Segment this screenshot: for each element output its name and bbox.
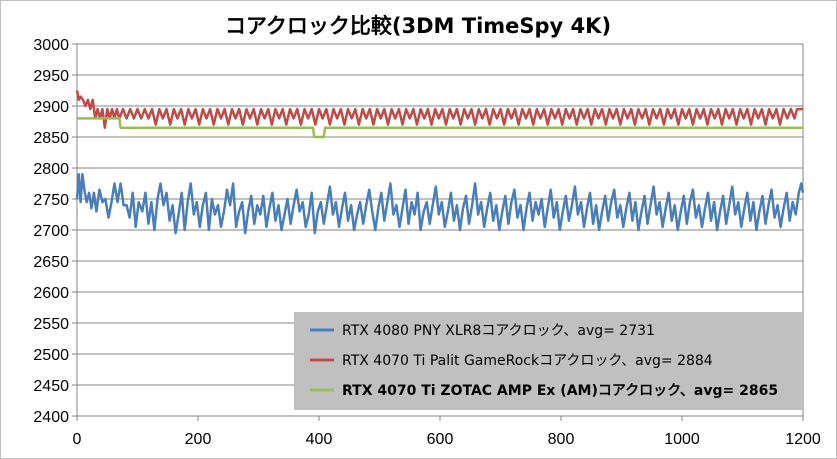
y-tick-label: 2750 [33, 192, 69, 209]
legend-label: RTX 4080 PNY XLR8コアクロック、avg= 2731 [342, 323, 655, 339]
legend-items: RTX 4080 PNY XLR8コアクロック、avg= 2731 RTX 407… [310, 323, 778, 399]
y-tick-label: 2900 [33, 99, 69, 116]
y-tick-label: 2700 [33, 223, 69, 240]
y-tick-label: 2600 [33, 285, 69, 302]
x-tick-label: 600 [427, 431, 454, 448]
x-tick-label: 800 [548, 431, 575, 448]
series-line [75, 172, 805, 235]
y-tick-label: 2400 [33, 409, 69, 426]
x-tick-label: 200 [185, 431, 212, 448]
legend-background [294, 312, 804, 410]
chart-title: コアクロック比較(3DM TimeSpy 4K) [225, 14, 611, 38]
x-tick-label: 400 [306, 431, 333, 448]
x-tick-label: 0 [73, 431, 82, 448]
y-tick-label: 2650 [33, 254, 69, 271]
y-tick-label: 2950 [33, 68, 69, 85]
y-tick-label: 2450 [33, 378, 69, 395]
legend: RTX 4080 PNY XLR8コアクロック、avg= 2731 RTX 407… [294, 312, 804, 410]
y-axis-ticks: 2400 2450 2500 2550 2600 2650 2700 2750 2800 2850… [33, 37, 77, 426]
legend-label: RTX 4070 Ti ZOTAC AMP Ex (AM)コアクロック、avg=… [342, 383, 778, 399]
x-tick-label: 1200 [785, 431, 821, 448]
x-tick-label: 1000 [664, 431, 700, 448]
y-tick-label: 2550 [33, 316, 69, 333]
y-tick-label: 2800 [33, 161, 69, 178]
legend-label: RTX 4070 Ti Palit GameRockコアクロック、avg= 28… [342, 353, 713, 369]
y-tick-label: 2850 [33, 130, 69, 147]
x-axis-ticks: 0 200 400 600 800 1000 1200 [73, 416, 821, 448]
series-lines [75, 90, 805, 235]
series-line [75, 90, 803, 129]
y-tick-label: 3000 [33, 37, 69, 54]
series-line [77, 117, 803, 139]
y-tick-label: 2500 [33, 347, 69, 364]
